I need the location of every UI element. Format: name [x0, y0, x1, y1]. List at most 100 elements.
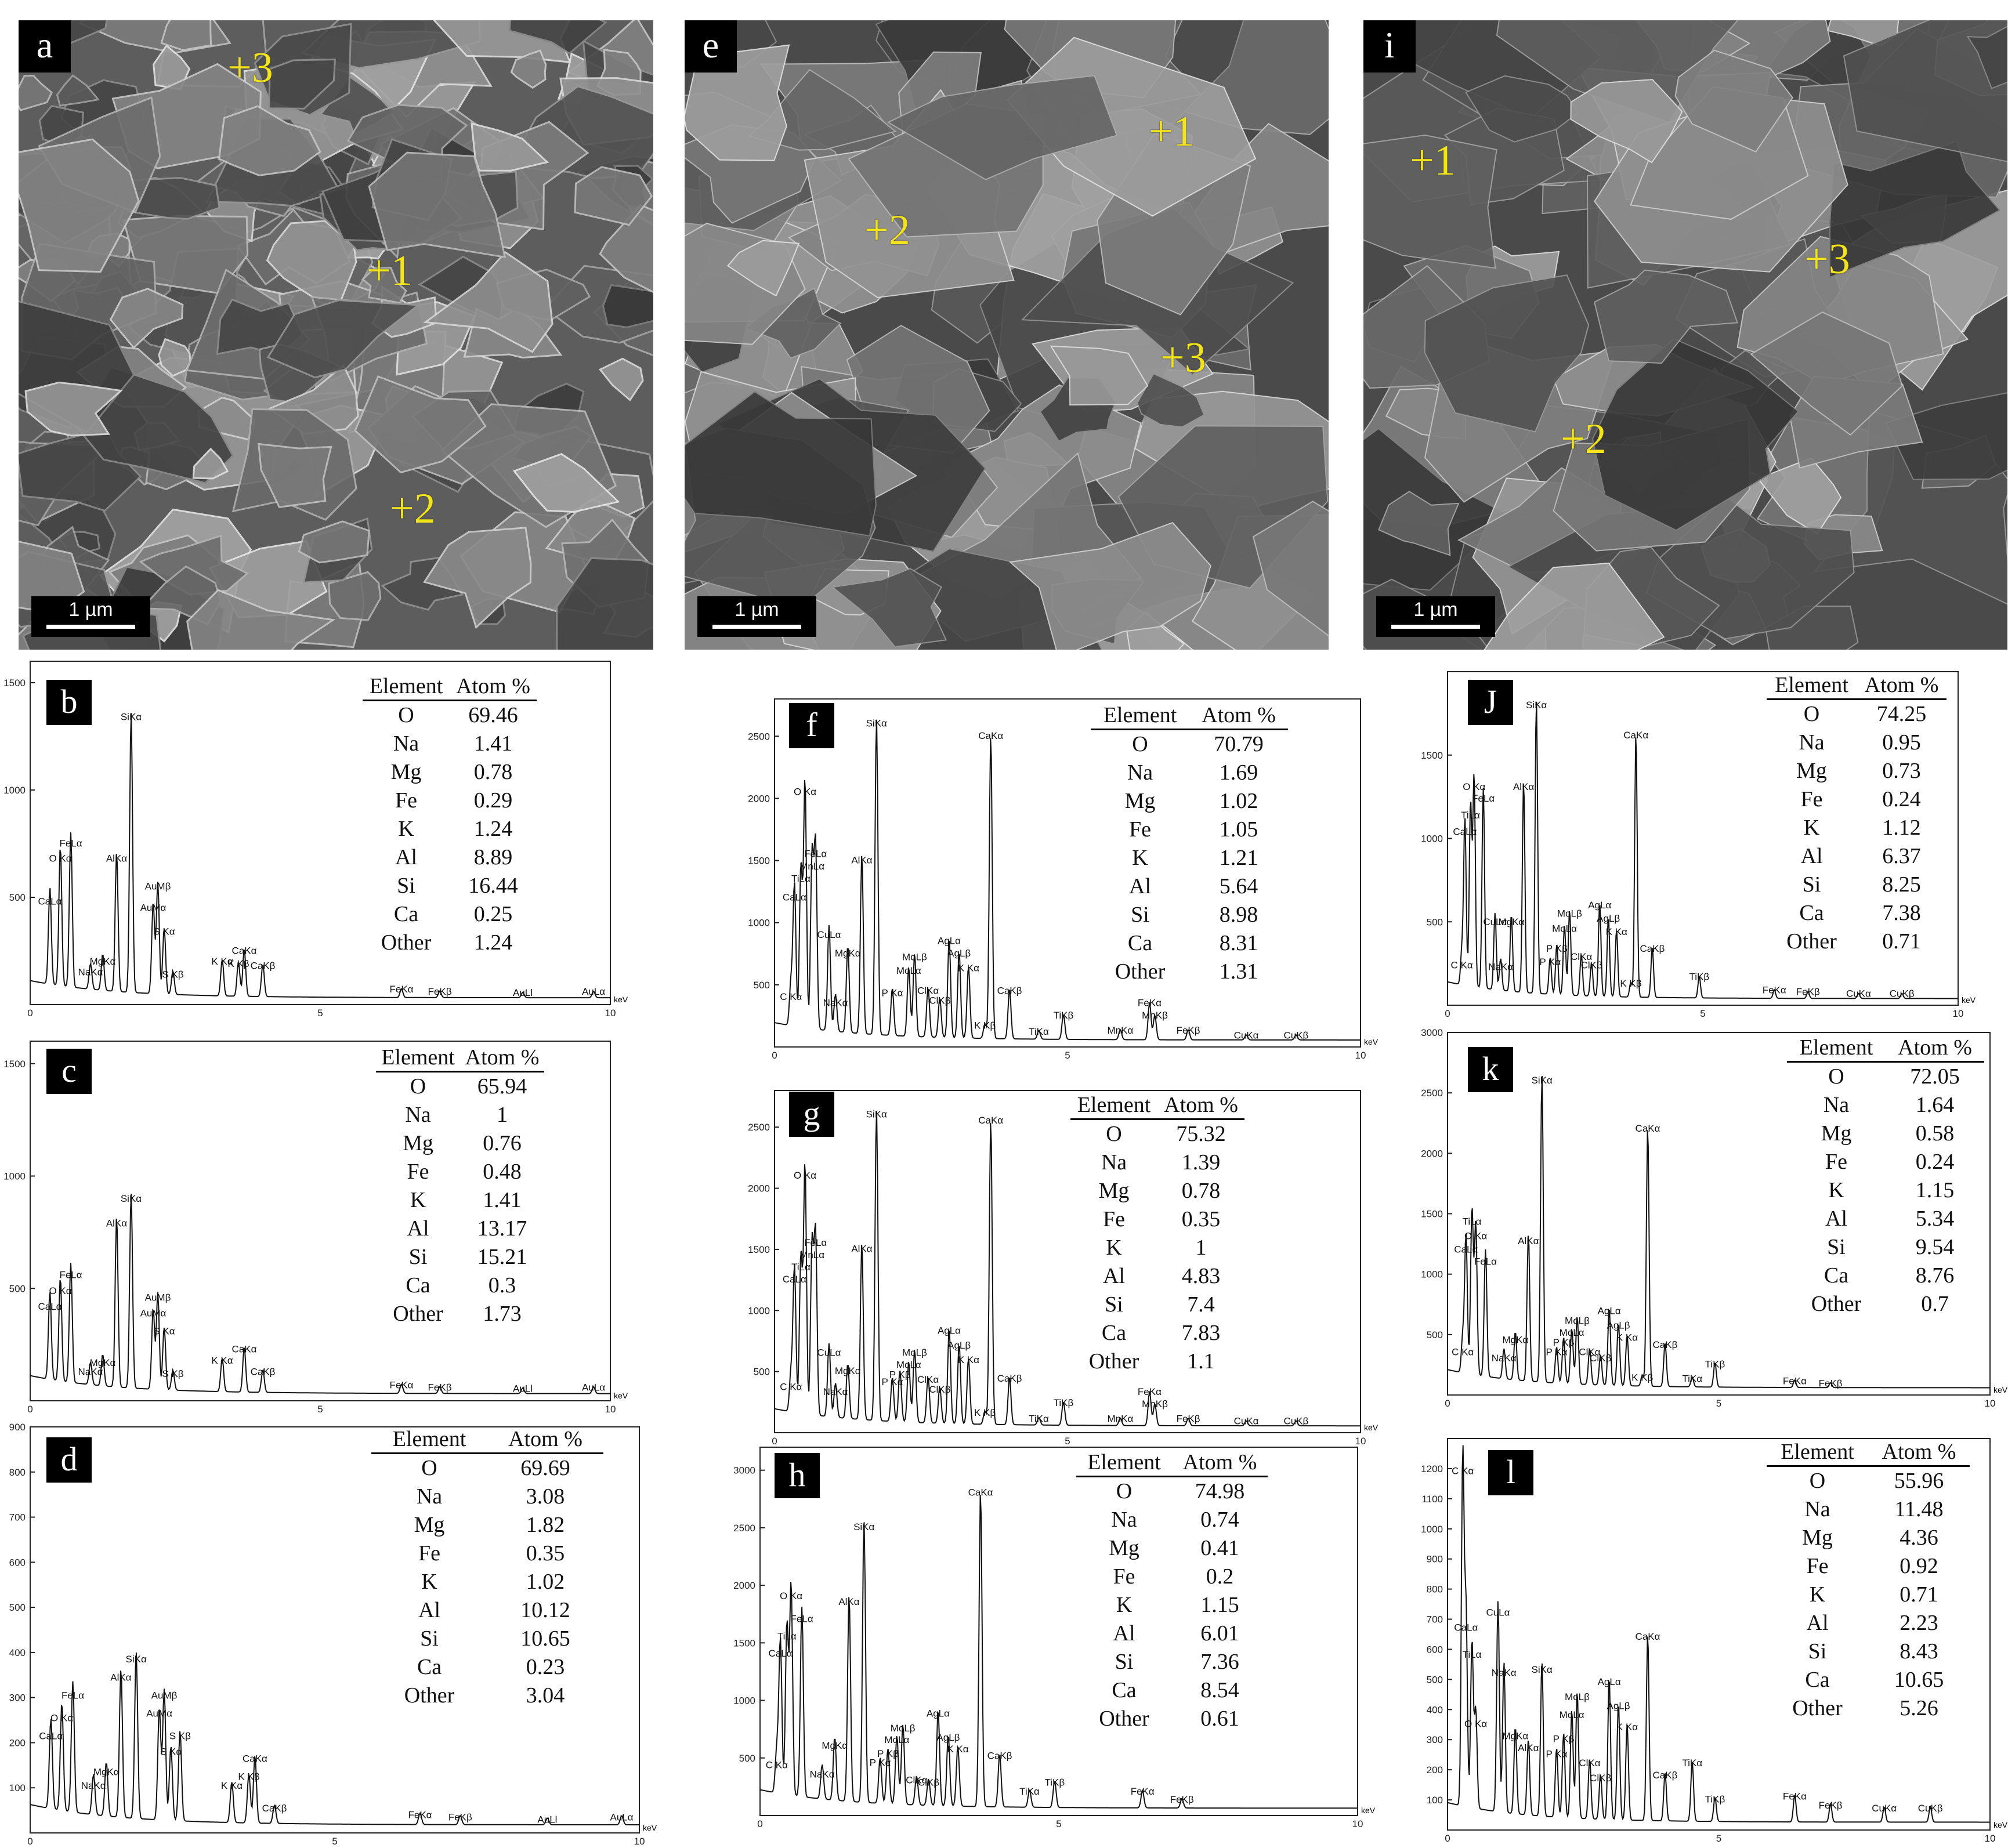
peak-label: CaKα [978, 1115, 1003, 1126]
peak-label: CaKβ [987, 1751, 1012, 1762]
table-row: Fe 0.35 [371, 1539, 603, 1568]
peak-label: AlKα [106, 1218, 127, 1229]
peak-label: MgKα [1499, 916, 1525, 927]
table-cell: 3.08 [526, 1484, 565, 1509]
sem-particle [192, 447, 229, 480]
table-cell: K [1809, 1582, 1826, 1607]
peak-label: AuMα [140, 1308, 167, 1319]
x-tick-label: 5 [1700, 1008, 1705, 1019]
table-cell: 0.58 [1915, 1121, 1955, 1146]
spectrum-line [30, 713, 610, 999]
peak-label: CaKα [1636, 1123, 1660, 1134]
peak-label: CaKβ [1653, 1339, 1678, 1350]
table-cell: Al [407, 1216, 429, 1241]
y-tick-label: 2000 [748, 1183, 770, 1194]
table-cell: 1 [497, 1103, 508, 1127]
sem-particle [258, 443, 332, 509]
table-cell: Ca [406, 1273, 430, 1298]
sem-particle [328, 571, 382, 621]
table-row: Other 1.1 [1070, 1347, 1244, 1376]
scale-bar: 1 µm [31, 596, 150, 637]
peak-label: AlKα [1518, 1742, 1539, 1753]
peak-label: CaKα [968, 1487, 993, 1498]
peak-label: FeLα [61, 1690, 84, 1701]
peak-label: AuLα [610, 1811, 634, 1822]
table-row: Mg 0.73 [1767, 757, 1947, 785]
peak-label: AlKα [1513, 781, 1534, 792]
x-tick-label: 5 [332, 1836, 337, 1847]
x-unit-label: keV [1993, 1820, 2008, 1829]
peak-label: MoLα [1560, 1327, 1584, 1338]
table-cell: O [1106, 1122, 1122, 1146]
sem-particle [1484, 562, 1665, 650]
table-cell: O [1803, 702, 1820, 726]
x-tick-label: 5 [1065, 1436, 1070, 1447]
peak-label: FeKα [1763, 985, 1786, 996]
table-cell: 7.4 [1187, 1292, 1215, 1317]
peak-label: TiLα [791, 873, 811, 884]
table-row: Fe 0.29 [363, 787, 537, 815]
peak-label: CuLα [1486, 1607, 1510, 1618]
peak-label: ClKα [906, 1774, 927, 1785]
peak-label: FeKα [1783, 1791, 1807, 1802]
y-tick-label: 500 [754, 1367, 770, 1378]
peak-label: P Kα [1539, 956, 1561, 968]
peak-label: AuMβ [151, 1690, 178, 1701]
table-row: Al 6.01 [1076, 1619, 1268, 1648]
table-cell: 8.98 [1219, 903, 1258, 927]
table-row: Other 1.24 [363, 929, 537, 957]
x-tick-label: 10 [1355, 1050, 1366, 1061]
panel-letter: e [685, 20, 737, 73]
scale-bar-label: 1 µm [1413, 599, 1458, 621]
panel-letter: b [46, 680, 92, 725]
table-cell: 6.37 [1882, 844, 1921, 868]
table-row: Na 1.41 [363, 730, 537, 758]
table-cell: 1.05 [1219, 817, 1258, 842]
sem-particle [1750, 311, 1903, 436]
sem-particle [1252, 501, 1329, 637]
peak-label: CuKα [1234, 1416, 1259, 1427]
peak-label: K Kβ [1620, 978, 1641, 989]
table-cell: Na [1127, 760, 1153, 785]
table-cell: 1.15 [1915, 1178, 1955, 1202]
peak-label: FeKβ [1819, 1800, 1843, 1811]
table-row: Al 8.89 [363, 843, 537, 872]
peak-label: FeKβ [1796, 987, 1820, 998]
table-cell: Si [1105, 1292, 1123, 1317]
y-tick-label: 1000 [3, 785, 26, 796]
peak-label: FeLα [804, 849, 827, 860]
y-tick-label: 500 [1427, 916, 1443, 927]
peak-label: MoLα [896, 965, 921, 976]
table-header: Element Atom % [371, 1426, 603, 1454]
y-tick-label: 300 [1427, 1734, 1443, 1745]
sem-particle [1593, 269, 1738, 364]
peak-label: TiKβ [1689, 972, 1710, 983]
y-tick-label: 1500 [748, 1244, 770, 1255]
peak-label: NaKα [823, 1386, 848, 1397]
peak-label: CuLα [817, 1347, 841, 1358]
spectrum-line [759, 1494, 1358, 1809]
table-row: Si 7.4 [1070, 1291, 1244, 1319]
peak-label: NaKα [78, 967, 103, 978]
x-tick-label: 0 [1445, 1008, 1450, 1019]
peak-label: TiKα [1682, 1373, 1702, 1384]
peak-label: O Kα [794, 786, 816, 797]
table-cell: 1.24 [473, 930, 513, 955]
table-cell: O [1809, 1469, 1826, 1493]
table-cell: 74.98 [1195, 1479, 1245, 1503]
table-row: Al 4.83 [1070, 1262, 1244, 1291]
sem-particle [423, 251, 553, 353]
peak-label: TiLα [791, 1262, 811, 1273]
peak-label: AuMβ [145, 1292, 171, 1303]
peak-label: SiKα [1526, 700, 1547, 711]
table-row: Other 1.31 [1091, 958, 1288, 986]
peak-label: TiKα [1029, 1026, 1049, 1037]
peak-label: K Kβ [1631, 1372, 1653, 1383]
x-tick-label: 5 [317, 1404, 323, 1415]
peak-label: CaKα [232, 1344, 257, 1355]
y-tick-label: 800 [9, 1467, 26, 1478]
table-cell: Fe [1806, 1554, 1829, 1578]
peak-label: C Kα [766, 1760, 788, 1771]
table-cell: Fe [418, 1541, 440, 1566]
